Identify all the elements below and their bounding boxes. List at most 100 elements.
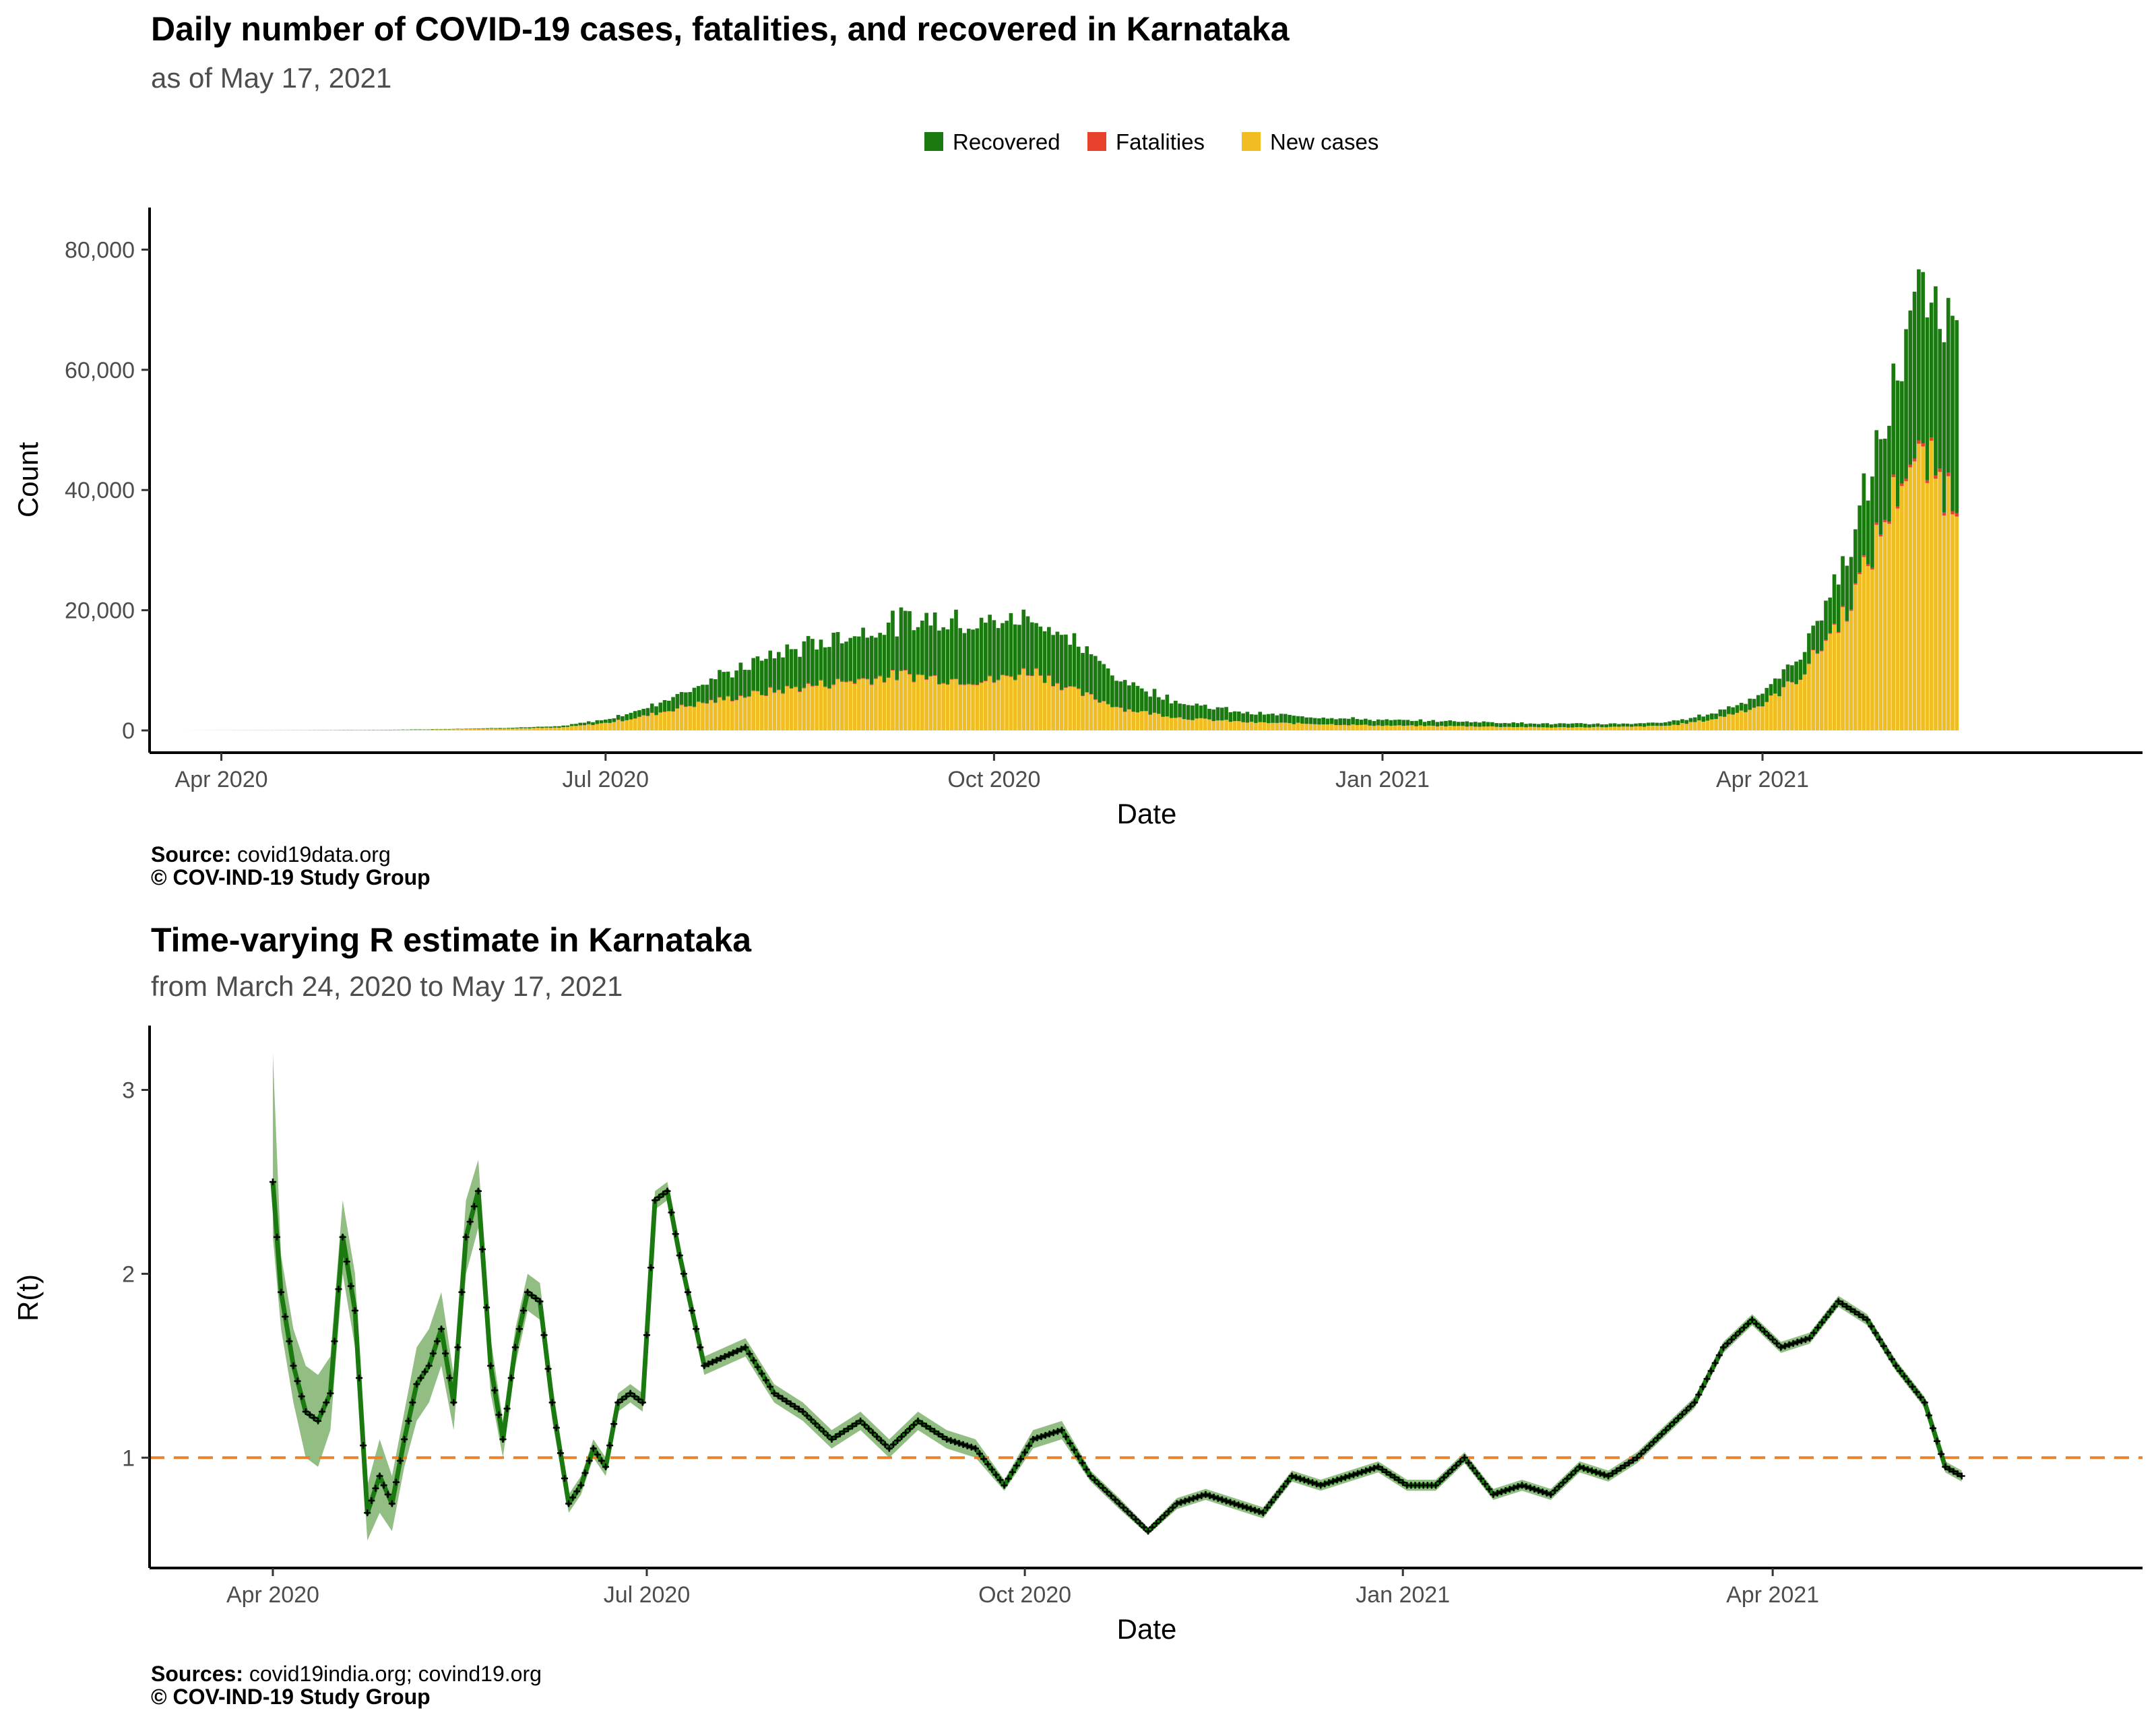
r-point <box>1617 1464 1624 1472</box>
chart2-y-tick-label: 3 <box>122 1078 135 1104</box>
r-point <box>1687 1403 1694 1410</box>
bar-new-cases <box>1465 726 1469 730</box>
bar-fatalities <box>819 679 823 681</box>
r-point <box>1921 1399 1928 1406</box>
bar-new-cases <box>641 715 646 730</box>
r-point <box>1490 1491 1497 1498</box>
bar-recovered <box>747 670 751 697</box>
r-point <box>1847 1306 1854 1313</box>
bar-recovered <box>1228 712 1233 722</box>
r-point <box>1313 1480 1321 1488</box>
r-point <box>1325 1479 1333 1486</box>
bar-new-cases <box>1600 727 1604 730</box>
bar-new-cases <box>1102 701 1106 730</box>
r-point <box>1654 1435 1661 1442</box>
bar-new-cases <box>1781 687 1786 730</box>
bar-new-cases <box>1025 675 1030 730</box>
bar-new-cases <box>1532 726 1537 730</box>
r-point <box>1674 1414 1682 1422</box>
bar-recovered <box>776 652 781 690</box>
bar-recovered <box>1899 381 1904 484</box>
bar-new-cases <box>1841 607 1845 730</box>
r-point <box>1724 1340 1731 1347</box>
bar-recovered <box>1178 703 1182 718</box>
r-point <box>1263 1504 1271 1511</box>
bar-new-cases <box>1908 467 1913 730</box>
bar-new-cases <box>552 727 557 730</box>
r-point <box>1798 1337 1805 1344</box>
bar-recovered <box>1397 719 1401 726</box>
bar-recovered <box>1646 722 1651 726</box>
bar-recovered <box>1629 724 1634 727</box>
bar-recovered <box>1925 317 1930 480</box>
bar-recovered <box>1271 713 1275 723</box>
bar-recovered <box>819 639 823 680</box>
bar-fatalities <box>1849 609 1853 611</box>
bar-new-cases <box>561 727 565 730</box>
r-point <box>1087 1472 1094 1480</box>
bar-new-cases <box>1777 696 1781 730</box>
bar-new-cases <box>1385 725 1389 730</box>
bar-recovered <box>1929 303 1934 437</box>
bar-new-cases <box>1904 481 1908 730</box>
bar-new-cases <box>1692 722 1697 730</box>
bar-new-cases <box>1199 718 1203 730</box>
bar-fatalities <box>649 712 654 714</box>
bar-recovered <box>1431 720 1435 726</box>
bar-recovered <box>928 625 933 676</box>
bar-recovered <box>811 639 815 686</box>
r-point <box>1621 1462 1628 1469</box>
bar-new-cases <box>435 729 439 730</box>
r-point <box>565 1500 573 1507</box>
bar-fatalities <box>1946 472 1951 476</box>
bar-recovered <box>1507 723 1511 727</box>
bar-new-cases <box>1110 707 1114 730</box>
bar-new-cases <box>1245 722 1250 730</box>
bar-recovered <box>1245 712 1250 723</box>
bar-new-cases <box>1456 726 1461 730</box>
chart1-y-tick-label: 80,000 <box>65 237 135 263</box>
bar-new-cases <box>831 685 836 730</box>
r-point <box>515 1325 523 1333</box>
bar-new-cases <box>1258 722 1263 730</box>
bar-recovered <box>886 622 891 677</box>
r-point <box>310 1414 317 1422</box>
r-point <box>1227 1499 1234 1506</box>
r-point <box>1181 1497 1188 1505</box>
r-point <box>491 1387 499 1394</box>
bar-new-cases <box>1085 692 1089 730</box>
r-point <box>1860 1313 1867 1321</box>
bar-new-cases <box>928 676 933 730</box>
bar-recovered <box>1600 724 1604 728</box>
bar-new-cases <box>992 683 996 730</box>
r-point <box>730 1349 737 1356</box>
bar-recovered <box>1452 721 1457 726</box>
bar-new-cases <box>1219 720 1224 730</box>
bar-new-cases <box>1114 707 1118 730</box>
bar-new-cases <box>1638 726 1643 730</box>
bar-recovered <box>869 635 874 685</box>
bar-recovered <box>1131 682 1136 712</box>
bar-new-cases <box>1785 681 1790 730</box>
bar-recovered <box>1478 722 1482 727</box>
bar-recovered <box>1921 272 1925 443</box>
bar-new-cases <box>1435 726 1440 730</box>
bar-new-cases <box>734 700 738 730</box>
bar-fatalities <box>1089 693 1093 695</box>
bar-recovered <box>1110 675 1114 708</box>
bar-recovered <box>1102 664 1106 701</box>
bar-fatalities <box>1862 555 1866 557</box>
r-point <box>1576 1463 1583 1470</box>
chart1-title: Daily number of COVID-19 cases, fataliti… <box>151 10 1290 48</box>
bar-recovered <box>1811 625 1815 650</box>
r-point <box>1568 1471 1575 1478</box>
bar-new-cases <box>519 728 524 730</box>
bar-new-cases <box>1241 722 1245 730</box>
bar-recovered <box>1435 722 1440 727</box>
bar-new-cases <box>1089 694 1093 730</box>
r-point <box>1280 1483 1288 1491</box>
bar-recovered <box>1195 703 1199 719</box>
bar-new-cases <box>1473 726 1478 730</box>
bar-new-cases <box>1131 712 1136 730</box>
r-point <box>1827 1308 1834 1315</box>
